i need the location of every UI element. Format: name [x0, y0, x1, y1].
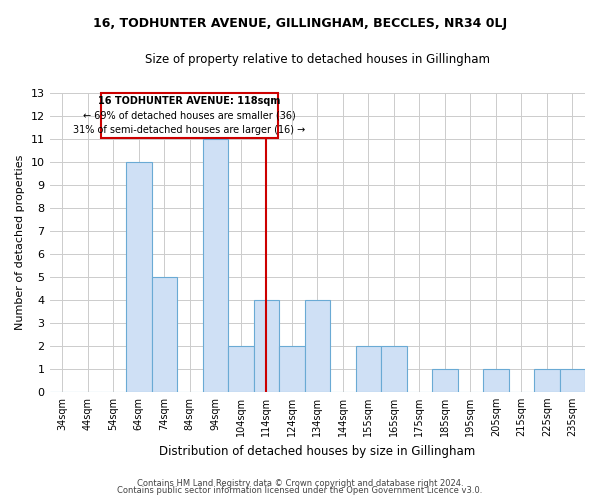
Text: ← 69% of detached houses are smaller (36): ← 69% of detached houses are smaller (36…	[83, 110, 296, 120]
Text: Contains HM Land Registry data © Crown copyright and database right 2024.: Contains HM Land Registry data © Crown c…	[137, 478, 463, 488]
Text: Contains public sector information licensed under the Open Government Licence v3: Contains public sector information licen…	[118, 486, 482, 495]
Text: 16, TODHUNTER AVENUE, GILLINGHAM, BECCLES, NR34 0LJ: 16, TODHUNTER AVENUE, GILLINGHAM, BECCLE…	[93, 18, 507, 30]
Text: 16 TODHUNTER AVENUE: 118sqm: 16 TODHUNTER AVENUE: 118sqm	[98, 96, 280, 106]
Bar	[483, 369, 509, 392]
Bar	[126, 162, 152, 392]
X-axis label: Distribution of detached houses by size in Gillingham: Distribution of detached houses by size …	[159, 444, 475, 458]
Bar	[356, 346, 381, 392]
Bar	[305, 300, 330, 392]
Bar	[228, 346, 254, 392]
Bar	[203, 139, 228, 392]
Bar	[254, 300, 279, 392]
Text: 31% of semi-detached houses are larger (16) →: 31% of semi-detached houses are larger (…	[73, 126, 305, 136]
Bar	[279, 346, 305, 392]
Bar	[152, 277, 177, 392]
Title: Size of property relative to detached houses in Gillingham: Size of property relative to detached ho…	[145, 52, 490, 66]
Bar	[432, 369, 458, 392]
Bar	[381, 346, 407, 392]
FancyBboxPatch shape	[101, 93, 278, 138]
Bar	[560, 369, 585, 392]
Y-axis label: Number of detached properties: Number of detached properties	[15, 154, 25, 330]
Bar	[534, 369, 560, 392]
